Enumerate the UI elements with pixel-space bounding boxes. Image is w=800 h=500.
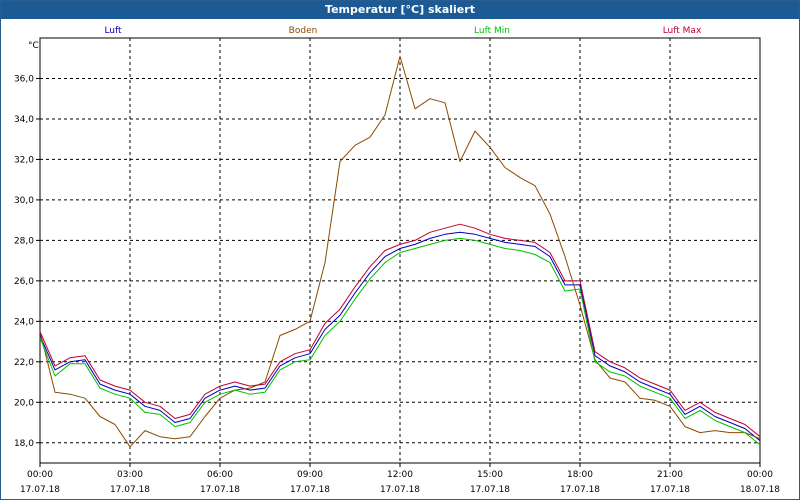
x-tick-time: 09:00 [297,470,323,480]
x-tick-time: 15:00 [477,470,503,480]
legend-item: Boden [289,26,318,36]
y-tick-label: 24,0 [14,317,34,327]
legend-item: Luft [104,26,122,36]
y-axis-unit: °C [28,41,39,51]
y-tick-label: 36,0 [14,74,34,84]
y-tick-label: 20,0 [14,398,34,408]
x-tick-time: 03:00 [117,470,143,480]
x-tick-labels: 00:00 17.07.18 03:00 17.07.18 06:00 17.07.18 0… [20,470,780,495]
grid-lines [36,38,761,467]
y-tick-label: 32,0 [14,155,34,165]
x-tick-date: 18.07.18 [740,485,780,495]
x-tick-date: 17.07.18 [110,485,150,495]
y-tick-label: 28,0 [14,236,34,246]
plot-frame [39,37,761,464]
x-tick-date: 17.07.18 [560,485,600,495]
x-tick-time: 00:00 [747,470,773,480]
series-line-luft [39,231,761,442]
x-tick-date: 17.07.18 [380,485,420,495]
x-tick-date: 17.07.18 [470,485,510,495]
window-title: Temperatur [°C] skaliert [1,1,799,19]
x-tick-date: 17.07.18 [200,485,240,495]
series-line-luft-max [39,223,761,438]
legend-item: Luft Min [474,26,510,36]
y-tick-label: 30,0 [14,196,34,206]
series-lines [39,55,761,448]
y-tick-labels: 18,0 20,0 22,0 24,0 26,0 28,0 30,0 32,0 34,0 36,0 [14,74,34,448]
axes [39,37,761,464]
y-tick-label: 18,0 [14,439,34,449]
y-tick-label: 26,0 [14,277,34,287]
x-tick-time: 21:00 [657,470,683,480]
x-tick-date: 17.07.18 [650,485,690,495]
x-tick-date: 17.07.18 [290,485,330,495]
legend-item: Luft Max [663,26,702,36]
y-tick-label: 22,0 [14,358,34,368]
legend: Luft Boden Luft Min Luft Max [104,26,702,36]
series-line-boden [39,55,761,448]
x-tick-time: 00:00 [27,470,53,480]
series-line-luft-min [39,237,761,446]
y-tick-label: 34,0 [14,115,34,125]
x-tick-date: 17.07.18 [20,485,60,495]
x-tick-time: 06:00 [207,470,233,480]
x-tick-time: 12:00 [387,470,413,480]
x-tick-time: 18:00 [567,470,593,480]
